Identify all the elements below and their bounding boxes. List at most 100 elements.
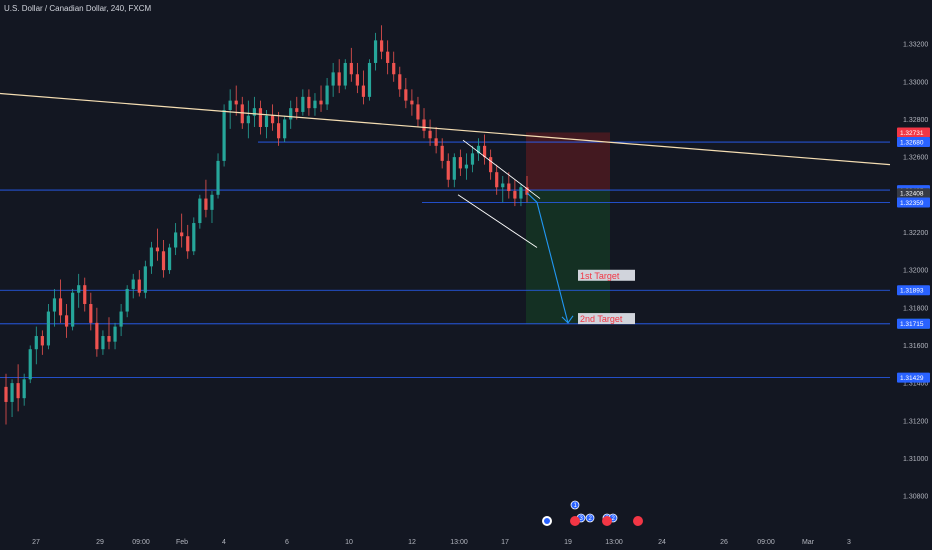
flag-ca-icon[interactable] (602, 516, 612, 526)
candle-body[interactable] (101, 336, 105, 350)
candle-body[interactable] (410, 100, 414, 105)
candle-body[interactable] (52, 298, 57, 312)
candle-body[interactable] (240, 104, 244, 124)
candle-body[interactable] (210, 194, 214, 210)
candle-body[interactable] (495, 172, 499, 188)
candle-body[interactable] (519, 187, 523, 199)
candle-body[interactable] (295, 108, 299, 112)
candle-body[interactable] (525, 187, 529, 195)
candle-body[interactable] (216, 160, 220, 195)
candle-body[interactable] (446, 160, 450, 180)
candle-body[interactable] (361, 85, 366, 97)
candle-body[interactable] (125, 288, 129, 312)
candle-body[interactable] (434, 138, 438, 146)
candle-body[interactable] (343, 62, 347, 86)
second-target-label[interactable]: 2nd Target (580, 314, 623, 324)
candle-body[interactable] (22, 379, 26, 399)
candle-body[interactable] (404, 89, 408, 101)
candle-body[interactable] (440, 145, 444, 161)
candle-body[interactable] (34, 336, 38, 350)
candle-body[interactable] (258, 108, 263, 127)
candle-body[interactable] (319, 100, 323, 105)
price-tag[interactable] (897, 285, 930, 296)
candle-body[interactable] (386, 51, 390, 63)
event-marker-icon[interactable] (570, 500, 580, 510)
candle-body[interactable] (476, 145, 481, 154)
candle-body[interactable] (392, 62, 396, 75)
price-tag[interactable] (897, 197, 930, 208)
candle-body[interactable] (16, 383, 20, 399)
candle-body[interactable] (77, 285, 81, 293)
wedge-upper-line[interactable] (462, 139, 541, 199)
candle-body[interactable] (470, 153, 475, 165)
candle-body[interactable] (155, 247, 160, 252)
candle-body[interactable] (270, 115, 275, 124)
candle-body[interactable] (149, 247, 153, 267)
candle-body[interactable] (46, 311, 51, 346)
candle-body[interactable] (174, 232, 178, 248)
candle-body[interactable] (234, 100, 238, 105)
candle-body[interactable] (4, 386, 8, 402)
candle-body[interactable] (228, 100, 232, 111)
candle-body[interactable] (28, 349, 32, 380)
candle-body[interactable] (355, 74, 359, 86)
candle-body[interactable] (107, 336, 111, 342)
candle-body[interactable] (325, 85, 329, 105)
candle-body[interactable] (58, 298, 63, 316)
candle-body[interactable] (143, 266, 147, 293)
candle-body[interactable] (373, 40, 378, 63)
candle-body[interactable] (204, 198, 208, 210)
candle-body[interactable] (307, 96, 311, 109)
candle-body[interactable] (198, 198, 202, 224)
candle-body[interactable] (428, 130, 432, 139)
price-tag[interactable] (897, 127, 930, 138)
candle-body[interactable] (137, 279, 141, 293)
candle-body[interactable] (71, 292, 75, 327)
candle-body[interactable] (95, 322, 99, 350)
candle-body[interactable] (337, 72, 341, 86)
price-tag[interactable] (897, 137, 930, 148)
candle-body[interactable] (161, 251, 166, 271)
candle-body[interactable] (83, 285, 87, 305)
candle-body[interactable] (10, 383, 14, 402)
projection-arrow[interactable] (526, 192, 569, 323)
candle-body[interactable] (349, 62, 353, 75)
price-tag[interactable] (897, 188, 930, 199)
candle-body[interactable] (289, 108, 293, 120)
candle-body[interactable] (64, 315, 69, 327)
candle-body[interactable] (222, 110, 226, 161)
event-marker-icon[interactable] (585, 513, 595, 523)
candle-body[interactable] (264, 115, 269, 127)
descending-trendline[interactable] (0, 92, 891, 166)
candle-body[interactable] (119, 311, 123, 327)
candle-body[interactable] (246, 115, 250, 124)
candle-body[interactable] (131, 279, 135, 289)
candle-body[interactable] (489, 157, 493, 173)
candle-body[interactable] (186, 236, 190, 252)
candle-body[interactable] (252, 108, 256, 116)
candle-body[interactable] (458, 157, 462, 169)
flag-ca-icon[interactable] (570, 516, 580, 526)
candle-body[interactable] (380, 40, 384, 52)
candle-body[interactable] (167, 247, 172, 271)
candle-body[interactable] (482, 145, 487, 158)
candle-body[interactable] (40, 336, 44, 346)
price-tag[interactable] (897, 372, 930, 383)
candle-body[interactable] (331, 72, 335, 86)
wedge-lower-line[interactable] (457, 194, 538, 248)
candle-body[interactable] (501, 183, 505, 188)
candle-body[interactable] (277, 123, 281, 139)
candle-body[interactable] (416, 104, 420, 120)
candle-body[interactable] (513, 191, 517, 199)
candle-body[interactable] (464, 164, 469, 169)
candle-body[interactable] (192, 223, 196, 252)
candle-body[interactable] (113, 326, 117, 342)
candle-body[interactable] (398, 74, 402, 90)
candle-body[interactable] (452, 157, 456, 180)
candle-body[interactable] (283, 119, 287, 139)
first-target-label[interactable]: 1st Target (580, 271, 620, 281)
candle-body[interactable] (422, 119, 426, 131)
candle-body[interactable] (507, 183, 511, 192)
candle-body[interactable] (180, 232, 184, 237)
